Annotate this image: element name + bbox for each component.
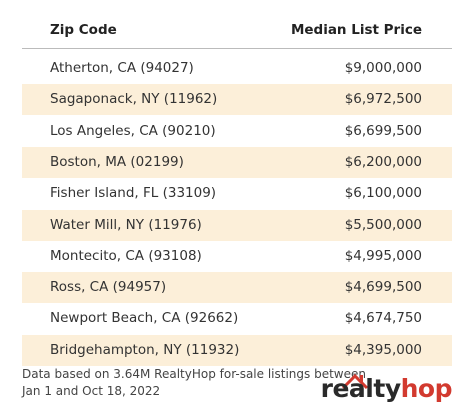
table-row: Atherton, CA (94027) $9,000,000 bbox=[22, 53, 452, 84]
table-cell: $4,699,500 bbox=[344, 279, 422, 296]
table-cell: $4,674,750 bbox=[344, 310, 422, 327]
table-cell: Newport Beach, CA (92662) bbox=[50, 310, 239, 327]
table-cell: Montecito, CA (93108) bbox=[50, 247, 202, 264]
header-rule bbox=[22, 48, 452, 49]
table-cell: $4,395,000 bbox=[344, 341, 422, 358]
table-cell: $9,000,000 bbox=[344, 60, 422, 76]
table-cell: Bridgehampton, NY (11932) bbox=[50, 341, 240, 358]
table-cell: $5,500,000 bbox=[344, 216, 422, 233]
column-header: Zip Code bbox=[50, 22, 117, 38]
logo-text: realty bbox=[320, 374, 401, 403]
table-cell: Ross, CA (94957) bbox=[50, 279, 167, 296]
table-cell: Atherton, CA (94027) bbox=[50, 60, 194, 76]
logo-house-icon bbox=[341, 373, 369, 390]
table-cell: $6,972,500 bbox=[344, 91, 422, 108]
table-cell: Water Mill, NY (11976) bbox=[50, 216, 202, 233]
table-row: Fisher Island, FL (33109) $6,100,000 bbox=[22, 178, 452, 209]
footnote: Data based on 3.64M RealtyHop for-sale l… bbox=[22, 367, 366, 381]
table-cell: Los Angeles, CA (90210) bbox=[50, 122, 216, 139]
footnote: Jan 1 and Oct 18, 2022 bbox=[22, 384, 161, 398]
column-header: Median List Price bbox=[290, 22, 422, 38]
logo: realtyhop bbox=[320, 374, 453, 403]
table-cell: Boston, MA (02199) bbox=[50, 153, 184, 170]
table-row: Boston, MA (02199) $6,200,000 bbox=[22, 146, 452, 178]
table-cell: Sagaponack, NY (11962) bbox=[50, 91, 218, 108]
table-row: Sagaponack, NY (11962) $6,972,500 bbox=[22, 84, 452, 116]
table-cell: $6,100,000 bbox=[344, 185, 422, 202]
table-cell: $4,995,000 bbox=[344, 247, 422, 264]
table-cell: Fisher Island, FL (33109) bbox=[50, 185, 217, 202]
table-row: Water Mill, NY (11976) $5,500,000 bbox=[22, 209, 452, 241]
table-row: Los Angeles, CA (90210) $6,699,500 bbox=[22, 116, 452, 147]
table-row: Ross, CA (94957) $4,699,500 bbox=[22, 272, 452, 304]
table-row: Newport Beach, CA (92662) $4,674,750 bbox=[22, 303, 452, 334]
table-cell: $6,699,500 bbox=[344, 122, 422, 139]
table-row: Montecito, CA (93108) $4,995,000 bbox=[22, 241, 452, 272]
table-cell: $6,200,000 bbox=[344, 153, 422, 170]
logo-text: hop bbox=[400, 374, 453, 403]
table-row: Bridgehampton, NY (11932) $4,395,000 bbox=[22, 334, 452, 366]
